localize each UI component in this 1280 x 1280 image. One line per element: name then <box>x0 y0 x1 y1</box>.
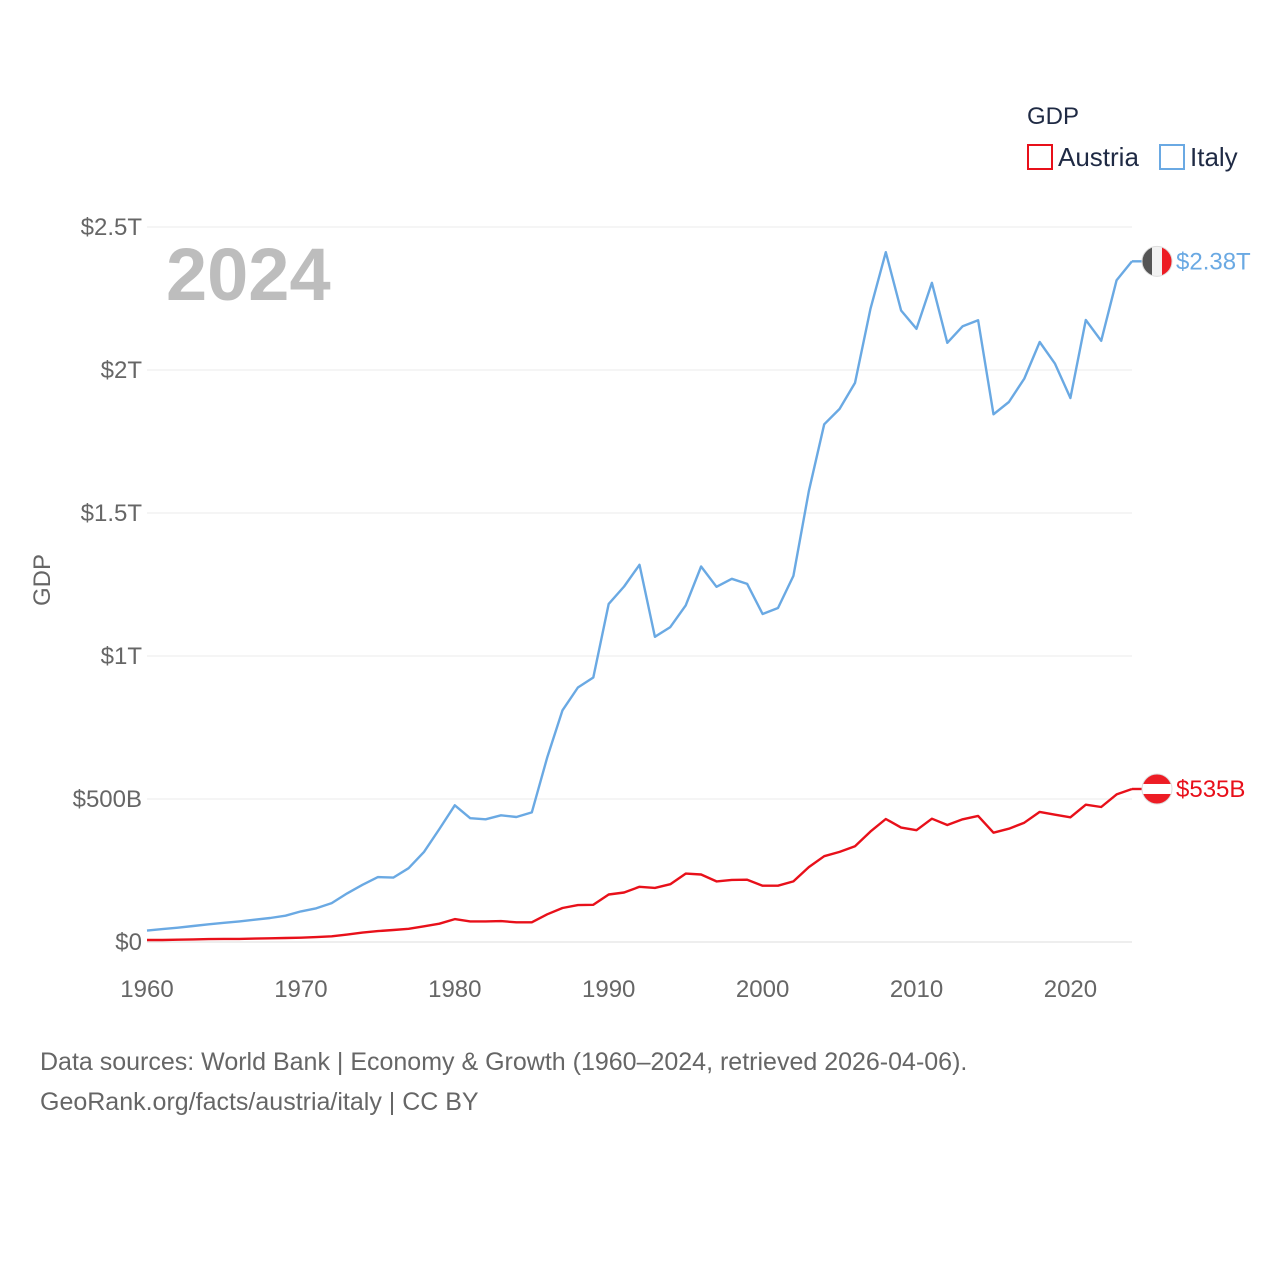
x-axis-ticks: 1960 1970 1980 1990 2000 2010 2020 <box>120 976 1097 1003</box>
y-tick-label: $0 <box>115 929 142 956</box>
legend-item-austria[interactable]: Austria <box>1027 142 1139 172</box>
italy-flag-icon <box>1141 245 1173 277</box>
legend-swatch <box>1027 144 1053 170</box>
x-tick-label: 1980 <box>428 976 481 1003</box>
y-tick-label: $1.5T <box>81 500 143 527</box>
gdp-chart: $0 $500B $1T $1.5T $2T $2.5T 1960 1970 1980 1990… <box>29 103 1251 1003</box>
y-axis-title: GDP <box>29 554 56 606</box>
x-tick-label: 1960 <box>120 976 173 1003</box>
austria-end-value-label: $535B <box>1176 776 1245 803</box>
legend-label: Austria <box>1058 142 1139 172</box>
italy-end-value-label: $2.38T <box>1176 248 1251 275</box>
y-tick-label: $2.5T <box>81 214 143 241</box>
series-end-markers: $535B $2.38T <box>1132 245 1251 805</box>
x-tick-label: 2000 <box>736 976 789 1003</box>
source-url: GeoRank.org/facts/austria/italy | CC BY <box>40 1088 479 1116</box>
y-tick-label: $500B <box>73 786 142 813</box>
legend-item-italy[interactable]: Italy <box>1159 142 1238 172</box>
austria-flag-icon <box>1141 773 1173 805</box>
x-tick-label: 1990 <box>582 976 635 1003</box>
legend-swatch <box>1159 144 1185 170</box>
x-tick-label: 1970 <box>274 976 327 1003</box>
year-label: 2024 <box>166 233 331 316</box>
y-axis-ticks: $0 $500B $1T $1.5T $2T $2.5T <box>73 214 143 956</box>
footer: Data sources: World Bank | Economy & Gro… <box>40 1042 1240 1122</box>
legend-label: Italy <box>1190 142 1238 172</box>
data-source-note: Data sources: World Bank | Economy & Gro… <box>40 1048 968 1076</box>
y-tick-label: $1T <box>101 643 143 670</box>
legend[interactable]: GDP Austria Italy <box>1027 103 1238 172</box>
grid-lines <box>147 226 1132 943</box>
austria-series-line[interactable] <box>147 787 1133 942</box>
x-tick-label: 2020 <box>1044 976 1097 1003</box>
y-tick-label: $2T <box>101 357 143 384</box>
italy-series-line[interactable] <box>146 250 1133 932</box>
x-tick-label: 2010 <box>890 976 943 1003</box>
legend-title: GDP <box>1027 103 1079 130</box>
series-lines <box>146 250 1133 942</box>
